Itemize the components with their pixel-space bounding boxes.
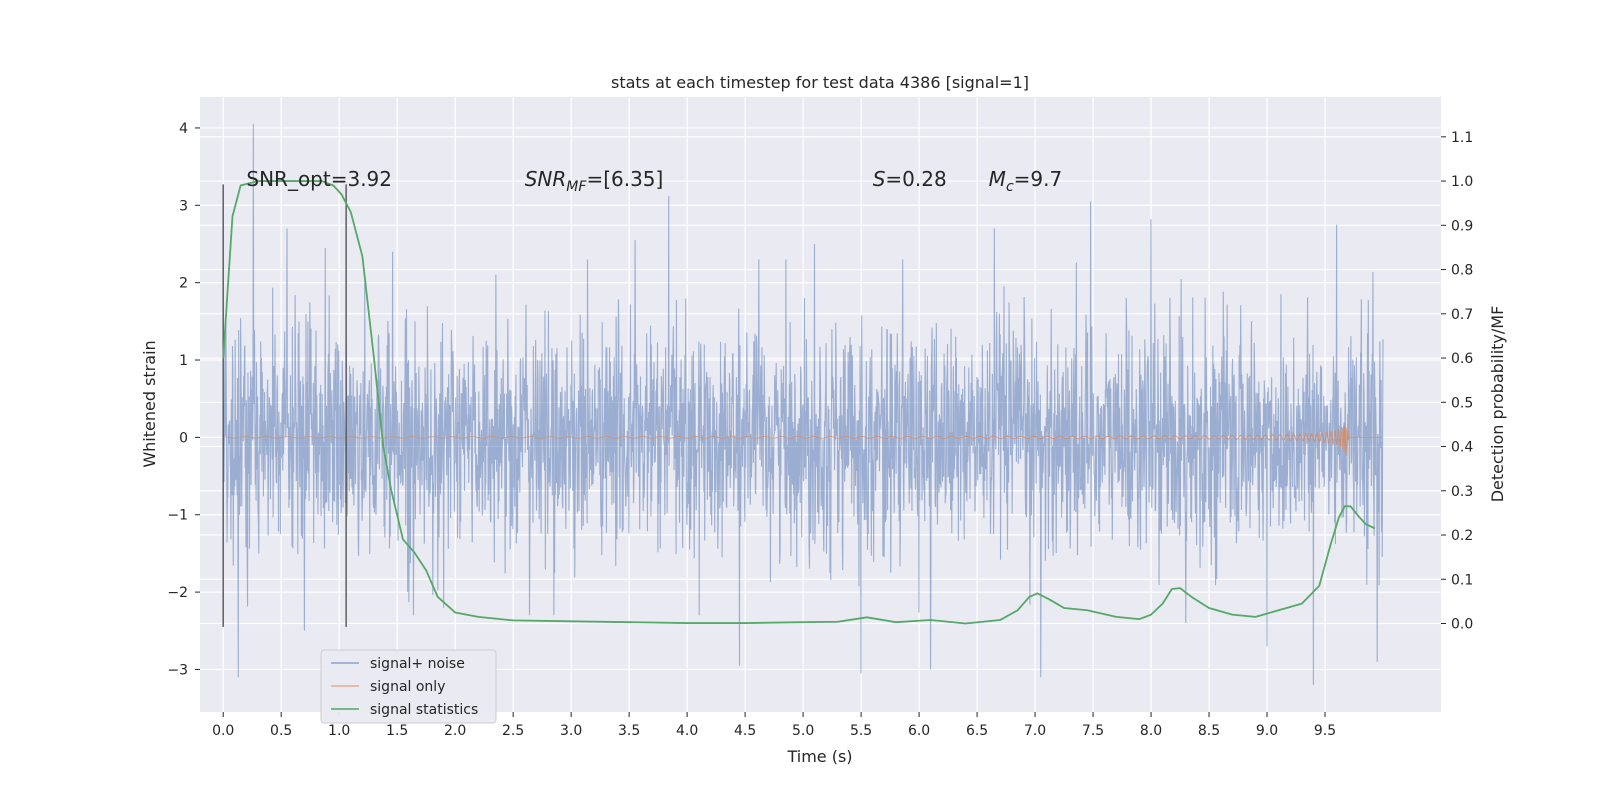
series-signal-statistics [222,180,1376,625]
x-tick-label: 5.0 [792,723,814,739]
vertical-markers [222,184,347,627]
annotation: S=0.28 [873,167,947,191]
x-tick-label: 9.0 [1256,723,1278,739]
y-right-tick-label: 0.9 [1451,218,1473,234]
annotation: SNR_opt=3.92 [246,167,392,191]
x-tick-label: 2.5 [502,723,524,739]
y-left-tick-label: 1 [179,353,188,369]
y-axis-label-right: Detection probability/MF [1488,306,1507,503]
x-tick-label: 8.5 [1198,723,1220,739]
grid [200,97,1441,712]
x-tick-label: 5.5 [850,723,872,739]
legend: signal+ noise signal only signal statist… [320,649,497,724]
series-signal-plus-noise [222,124,1384,685]
legend-label-noise: signal+ noise [370,656,465,672]
y-left-tick-label: 0 [179,430,188,446]
y-right-tick-label: 0.5 [1451,395,1473,411]
annotations: SNR_opt=3.92 SNRMF=[6.35] S=0.28 Mc=9.7 [246,167,1062,195]
y-right-tick-label: 1.1 [1451,130,1473,146]
legend-label-stats: signal statistics [370,702,478,718]
x-tick-label: 2.0 [444,723,466,739]
x-tick-label: 6.5 [966,723,988,739]
y-right-tick-label: 0.2 [1451,528,1473,544]
y-right-tick-label: 1.0 [1451,174,1473,190]
y-left-tick-label: −2 [167,585,188,601]
y-left-tick-label: −1 [167,508,188,524]
signal-only-line [223,424,1384,456]
x-tick-label: 0.0 [212,723,234,739]
y-right-tick-label: 0.4 [1451,440,1473,456]
y-left-tick-label: 2 [179,276,188,292]
x-tick-label: 0.5 [270,723,292,739]
x-tick-label: 6.0 [908,723,930,739]
annotation: SNRMF=[6.35] [525,167,664,195]
x-tick-label: 1.5 [386,723,408,739]
x-tick-label: 4.5 [734,723,756,739]
y-right-tick-label: 0.6 [1451,351,1473,367]
series-signal-only [223,424,1384,456]
y-right-tick-label: 0.7 [1451,307,1473,323]
x-tick-label: 7.5 [1082,723,1104,739]
y-left-tick-label: 3 [179,198,188,214]
annotation: Mc=9.7 [989,167,1063,195]
x-tick-label: 3.0 [560,723,582,739]
y-right-tick-label: 0.1 [1451,572,1473,588]
x-tick-label: 4.0 [676,723,698,739]
y-axis-label-left: Whitened strain [140,340,159,467]
y-right-tick-label: 0.8 [1451,263,1473,279]
x-tick-label: 3.5 [618,723,640,739]
y-right-tick-label: 0.3 [1451,484,1473,500]
signal-statistics-line [222,180,1376,625]
x-tick-label: 1.0 [328,723,350,739]
y-left-tick-label: −3 [167,662,188,678]
x-tick-label: 9.5 [1314,723,1336,739]
legend-label-signal: signal only [370,679,445,695]
chart-title: stats at each timestep for test data 438… [611,73,1029,92]
tick-labels: 0.0 0.5 1.0 1.5 2.0 2.5 3.0 3.5 4.0 4.5 5.0 5.5 6.0 6… [167,121,1473,739]
legend-box [320,649,497,724]
x-tick-label: 7.0 [1024,723,1046,739]
signal-plus-noise-line [222,124,1384,685]
x-axis-label: Time (s) [786,747,852,766]
x-tick-label: 8.0 [1140,723,1162,739]
y-right-tick-label: 0.0 [1451,617,1473,633]
y-left-tick-label: 4 [179,121,188,137]
